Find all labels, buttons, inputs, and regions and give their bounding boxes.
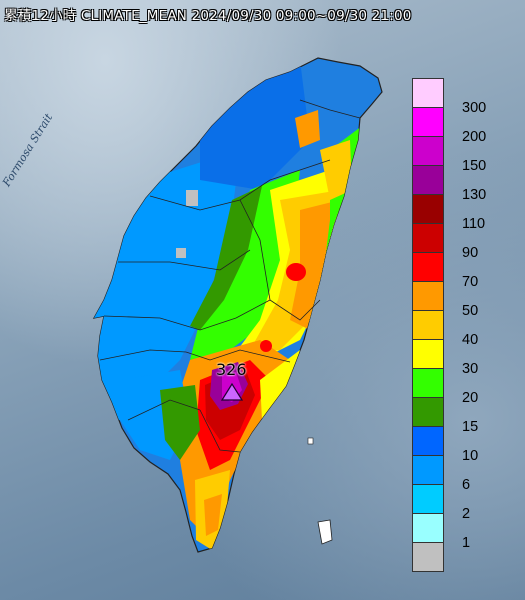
legend-swatch — [412, 194, 444, 224]
legend-swatch — [412, 165, 444, 195]
legend-label: 30 — [462, 361, 479, 377]
peak-value-label: 326 — [216, 360, 247, 379]
legend-swatch — [412, 397, 444, 427]
legend-label: 70 — [462, 274, 479, 290]
green-island — [307, 437, 314, 445]
color-legend: 300 200 150 130 110 90 70 50 40 30 20 15 10 6 2 1 — [412, 78, 518, 574]
legend-label: 200 — [462, 129, 487, 145]
legend-swatch — [412, 223, 444, 253]
legend-swatch — [412, 252, 444, 282]
peak-triangle-icon — [220, 382, 244, 401]
legend-label: 1 — [462, 535, 471, 551]
legend-swatch — [412, 368, 444, 398]
legend-swatch — [412, 136, 444, 166]
legend-label: 15 — [462, 419, 479, 435]
legend-label: 2 — [462, 506, 471, 522]
legend-label: 110 — [462, 216, 486, 232]
legend-swatch — [412, 542, 444, 572]
orchid-island — [317, 519, 333, 545]
legend-label: 300 — [462, 100, 487, 116]
legend-label: 6 — [462, 477, 471, 493]
legend-swatch — [412, 484, 444, 514]
legend-label: 20 — [462, 390, 479, 406]
legend-label: 10 — [462, 448, 479, 464]
legend-label: 130 — [462, 187, 487, 203]
legend-swatch — [412, 281, 444, 311]
legend-swatch — [412, 426, 444, 456]
county-borders — [99, 99, 361, 453]
legend-swatch — [412, 310, 444, 340]
legend-label: 50 — [462, 303, 479, 319]
legend-swatch — [412, 455, 444, 485]
legend-label: 40 — [462, 332, 479, 348]
map-title: 累積12小時 CLIMATE_MEAN 2024/09/30 09:00~09/… — [4, 8, 412, 24]
legend-swatch — [412, 339, 444, 369]
legend-label: 90 — [462, 245, 479, 261]
legend-swatch — [412, 513, 444, 543]
legend-swatch — [412, 78, 444, 108]
legend-swatch — [412, 107, 444, 137]
legend-label: 150 — [462, 158, 487, 174]
